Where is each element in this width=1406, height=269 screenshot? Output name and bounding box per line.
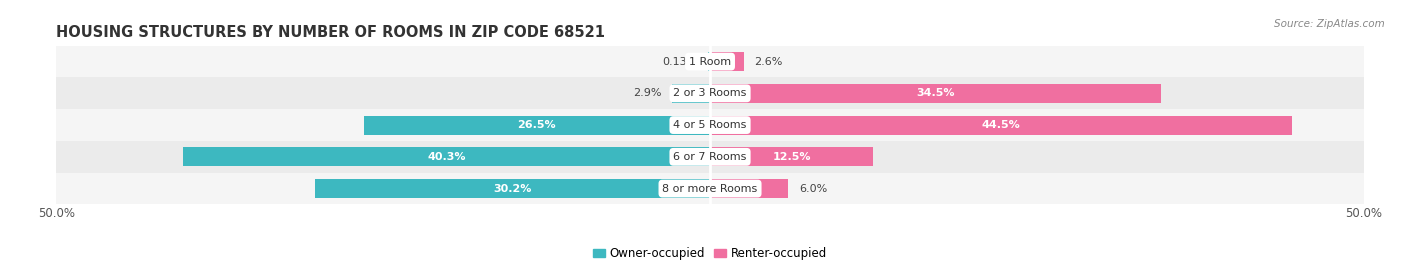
- Text: 6.0%: 6.0%: [799, 183, 827, 194]
- Text: 8 or more Rooms: 8 or more Rooms: [662, 183, 758, 194]
- Bar: [56, 77, 1364, 109]
- Text: 40.3%: 40.3%: [427, 152, 465, 162]
- Legend: Owner-occupied, Renter-occupied: Owner-occupied, Renter-occupied: [588, 243, 832, 265]
- Bar: [710, 116, 1292, 134]
- Bar: [710, 84, 1161, 103]
- Text: 2 or 3 Rooms: 2 or 3 Rooms: [673, 88, 747, 98]
- Text: 4 or 5 Rooms: 4 or 5 Rooms: [673, 120, 747, 130]
- Bar: [709, 52, 710, 71]
- Text: 1 Room: 1 Room: [689, 56, 731, 67]
- Text: 6 or 7 Rooms: 6 or 7 Rooms: [673, 152, 747, 162]
- Text: 30.2%: 30.2%: [494, 183, 531, 194]
- Bar: [710, 147, 873, 166]
- Text: 12.5%: 12.5%: [772, 152, 811, 162]
- Text: 2.9%: 2.9%: [633, 88, 662, 98]
- Text: 2.6%: 2.6%: [755, 56, 783, 67]
- Bar: [183, 147, 710, 166]
- Text: 0.13%: 0.13%: [662, 56, 697, 67]
- Bar: [56, 109, 1364, 141]
- Bar: [56, 46, 1364, 77]
- Bar: [315, 179, 710, 198]
- Text: 34.5%: 34.5%: [917, 88, 955, 98]
- Bar: [672, 84, 710, 103]
- Bar: [710, 52, 744, 71]
- Text: 26.5%: 26.5%: [517, 120, 557, 130]
- Bar: [710, 179, 789, 198]
- Text: HOUSING STRUCTURES BY NUMBER OF ROOMS IN ZIP CODE 68521: HOUSING STRUCTURES BY NUMBER OF ROOMS IN…: [56, 25, 605, 40]
- Bar: [56, 141, 1364, 173]
- Bar: [56, 173, 1364, 204]
- Text: 44.5%: 44.5%: [981, 120, 1021, 130]
- Text: Source: ZipAtlas.com: Source: ZipAtlas.com: [1274, 19, 1385, 29]
- Bar: [364, 116, 710, 134]
